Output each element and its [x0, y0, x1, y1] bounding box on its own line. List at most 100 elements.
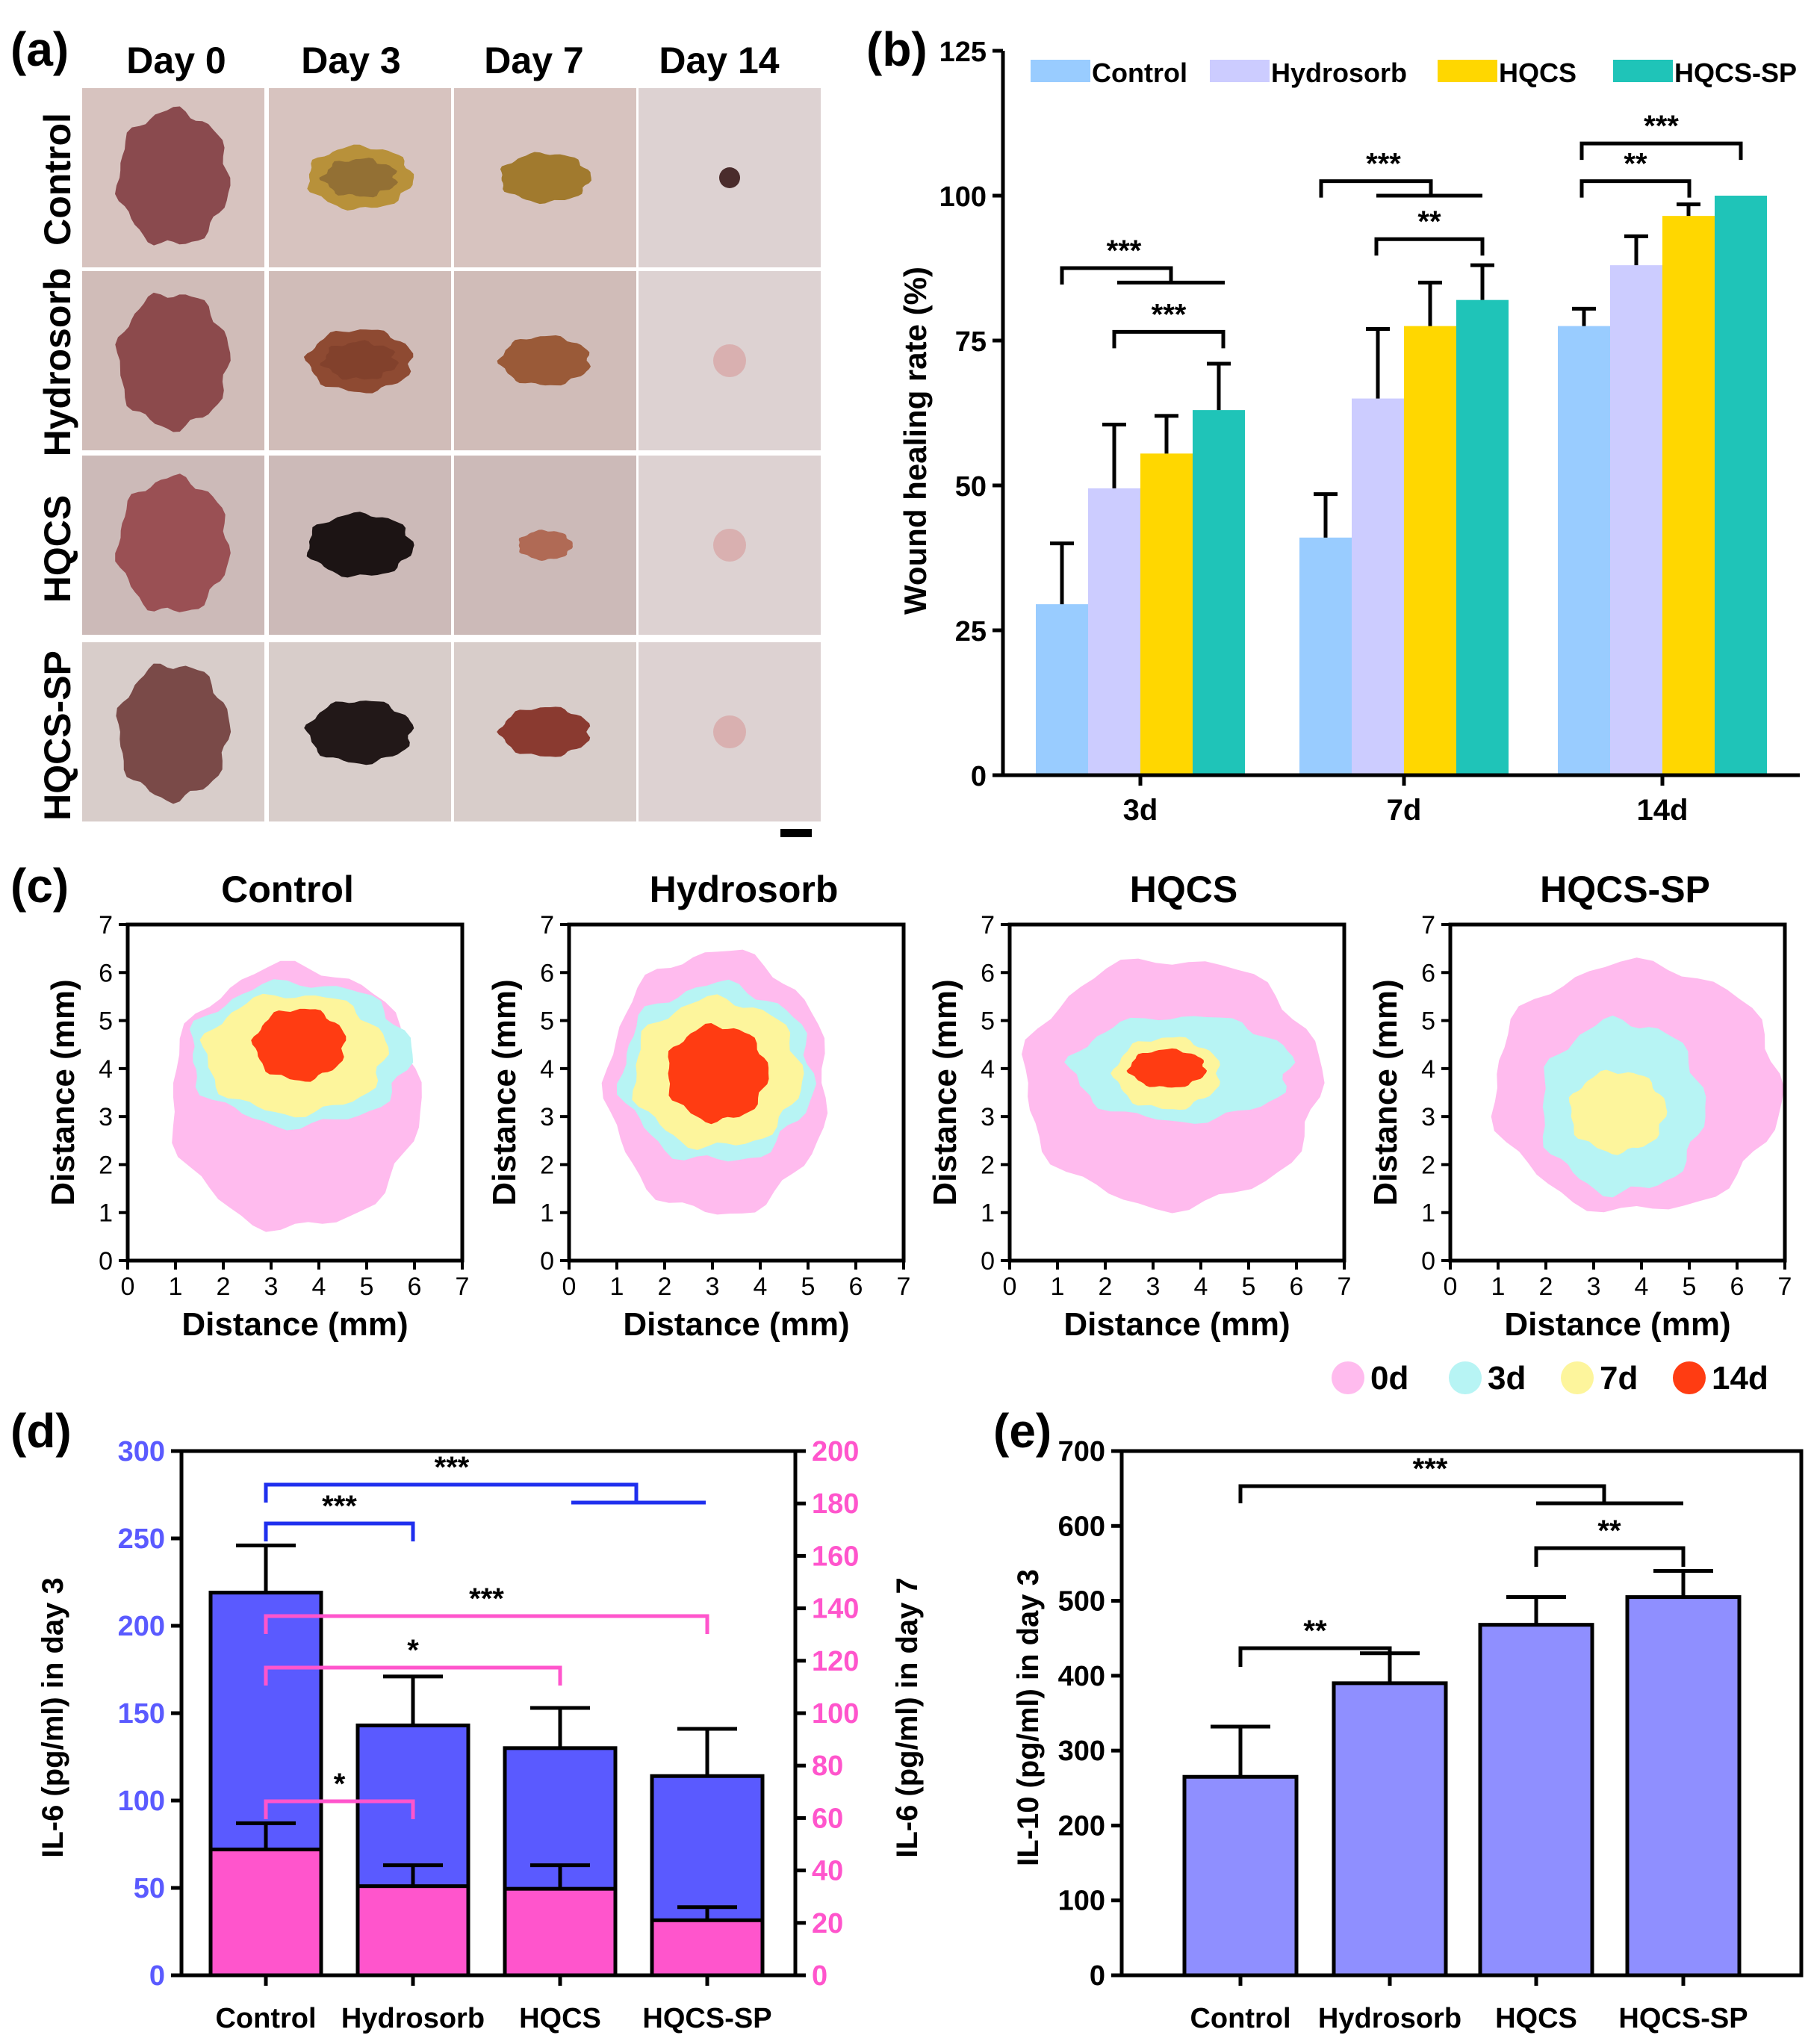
significance-bracket — [1374, 237, 1485, 256]
bar-hqcs-sp-3d — [1193, 410, 1245, 775]
plot-frame — [1119, 1449, 1804, 1978]
bar-il10-control — [1182, 1774, 1299, 1978]
y-tick-label: 200 — [1058, 1810, 1105, 1842]
legend-label: HQCS-SP — [1674, 58, 1797, 88]
y-tick-label: 2 — [981, 1151, 995, 1179]
x-axis-label: Distance (mm) — [623, 1306, 849, 1343]
wound-scab — [320, 340, 399, 380]
healed-wound-mark — [713, 344, 746, 377]
y-tick-label-right: 0 — [812, 1960, 827, 1992]
y-tick-label: 7 — [99, 911, 113, 939]
y-tick-label-left: 250 — [118, 1523, 165, 1555]
y-tick-label-right: 200 — [812, 1436, 859, 1467]
x-tick-label: 3 — [706, 1273, 720, 1301]
y-tick-label: 1 — [1421, 1199, 1435, 1228]
x-tick-label: 5 — [1683, 1273, 1697, 1301]
legend-marker-14d — [1673, 1361, 1706, 1394]
plot-frame — [1007, 922, 1346, 1263]
photo-hqcs-day-0 — [82, 456, 264, 635]
x-tick-label: 6 — [1730, 1273, 1745, 1301]
x-tick-label: 3 — [1587, 1273, 1601, 1301]
x-tick-label: 4 — [754, 1273, 768, 1301]
y-tick-label: 0 — [981, 1247, 995, 1276]
day-label-3: Day 3 — [301, 40, 400, 81]
y-tick-label-left: 150 — [118, 1698, 165, 1730]
panel-c-legend: 0d 3d 7d 14d — [1332, 1360, 1768, 1397]
wound-scab — [319, 158, 398, 198]
y-tick-label: 5 — [981, 1007, 995, 1036]
significance-bracket — [1238, 1646, 1392, 1667]
legend-swatch-hydrosorb — [1210, 60, 1270, 82]
wound-area — [497, 335, 591, 386]
wound-area — [306, 512, 414, 578]
significance-bracket — [264, 1521, 415, 1541]
photo-hydrosorb-day-7 — [454, 271, 636, 450]
plot-frame — [125, 922, 465, 1263]
significance-label: *** — [1107, 234, 1142, 267]
bar-hqcs-sp-14d — [1715, 196, 1767, 775]
y-tick-label: 100 — [1058, 1886, 1105, 1917]
healed-wound-mark — [713, 715, 746, 748]
healed-wound-mark — [719, 167, 740, 188]
y-tick-label: 3 — [540, 1103, 554, 1131]
y-tick-label: 0 — [1421, 1247, 1435, 1276]
x-tick-label: 4 — [1194, 1273, 1208, 1301]
contour-plot-control: Control 00 1 1 2 2 3 3 4 4 5 5 6 6 7 7 Distance (mm) Dist… — [45, 869, 469, 1343]
y-axis-label: Distance (mm) — [486, 979, 523, 1205]
y-tick-label: 2 — [99, 1151, 113, 1179]
contour-plot-hqcs-sp: HQCS-SP 00 1 1 2 2 3 3 4 4 5 5 6 6 7 7 Distance (mm) Dist… — [1367, 869, 1792, 1343]
bar-hqcs-14d — [1662, 216, 1715, 775]
significance-bracket — [1112, 329, 1226, 349]
significance-label: *** — [322, 1490, 357, 1523]
significance-bracket — [264, 1614, 709, 1634]
x-tick-label: HQCS-SP — [1618, 2003, 1748, 2034]
bar-il10-hqcs-sp — [1625, 1595, 1742, 1978]
y-tick-label: 25 — [955, 616, 987, 647]
day-label-14: Day 14 — [659, 40, 779, 81]
panel-e-il10-chart: IL-10 (pg/ml) in day 3 Control Hydrosorb H… — [1012, 1436, 1804, 2034]
significance-bracket — [264, 1665, 562, 1686]
x-tick-label: 3d — [1123, 794, 1158, 827]
significance-label: ** — [1417, 205, 1441, 238]
panel-c-contour-maps: Control 0 0 1 1 2 2 3 3 4 4 5 5 6 6 7 7 Distance (mm) Dist… — [45, 869, 1792, 1397]
contour-plot-hqcs: HQCS 00 1 1 2 2 3 3 4 4 5 5 6 6 7 7 Distance (mm) Distanc… — [927, 869, 1351, 1343]
x-tick-label: Control — [1190, 2003, 1290, 2034]
legend-marker-3d — [1449, 1361, 1482, 1394]
photo-control-day-7 — [454, 88, 636, 267]
bar-il6-day7-hqcs — [503, 1886, 618, 1978]
day-label-7: Day 7 — [484, 40, 583, 81]
photo-hqcs-sp-day-14 — [639, 642, 821, 821]
legend-label: 0d — [1370, 1360, 1408, 1397]
panel-b-wound-healing-chart: Wound healing rate (%) Control Hydrosorb H… — [898, 37, 1800, 827]
y-tick-label-right: 100 — [812, 1698, 859, 1730]
panel-a-photo-grid: Day 0 Day 3 Day 7 Day 14 Control Hydroso… — [37, 40, 821, 837]
y-tick-label: 3 — [1421, 1103, 1435, 1131]
x-tick-label: HQCS-SP — [642, 2003, 771, 2034]
bar-hqcs-sp-7d — [1456, 299, 1509, 775]
x-tick-label: 7d — [1387, 794, 1422, 827]
significance-label: *** — [1644, 110, 1679, 143]
y-tick-label: 7 — [540, 911, 554, 939]
bar-hqcs-3d — [1140, 453, 1193, 775]
bar-il10-hydrosorb — [1332, 1681, 1448, 1978]
healed-wound-mark — [713, 529, 746, 562]
x-tick-label: 2 — [1539, 1273, 1553, 1301]
x-tick-label: Hydrosorb — [1318, 2003, 1461, 2034]
y-tick-label: 50 — [955, 471, 987, 503]
legend-label: 3d — [1488, 1360, 1526, 1397]
x-tick-label: 7 — [1778, 1273, 1792, 1301]
y-tick-label: 6 — [99, 959, 113, 987]
y-tick-label: 1 — [981, 1199, 995, 1228]
contour-14d — [668, 1023, 769, 1125]
y-tick-label: 0 — [99, 1247, 113, 1276]
bar-hydrosorb-14d — [1610, 265, 1662, 775]
panel-d-ylabel-right: IL-6 (pg/ml) in day 7 — [891, 1577, 924, 1858]
y-tick-label: 400 — [1058, 1661, 1105, 1692]
bar-hydrosorb-7d — [1352, 398, 1404, 775]
x-tick-label: 7 — [1338, 1273, 1352, 1301]
wound-area — [116, 663, 232, 804]
significance-label: ** — [1597, 1515, 1621, 1547]
y-tick-label: 6 — [540, 959, 554, 987]
contour-title: Control — [221, 869, 354, 910]
y-tick-label: 300 — [1058, 1736, 1105, 1767]
